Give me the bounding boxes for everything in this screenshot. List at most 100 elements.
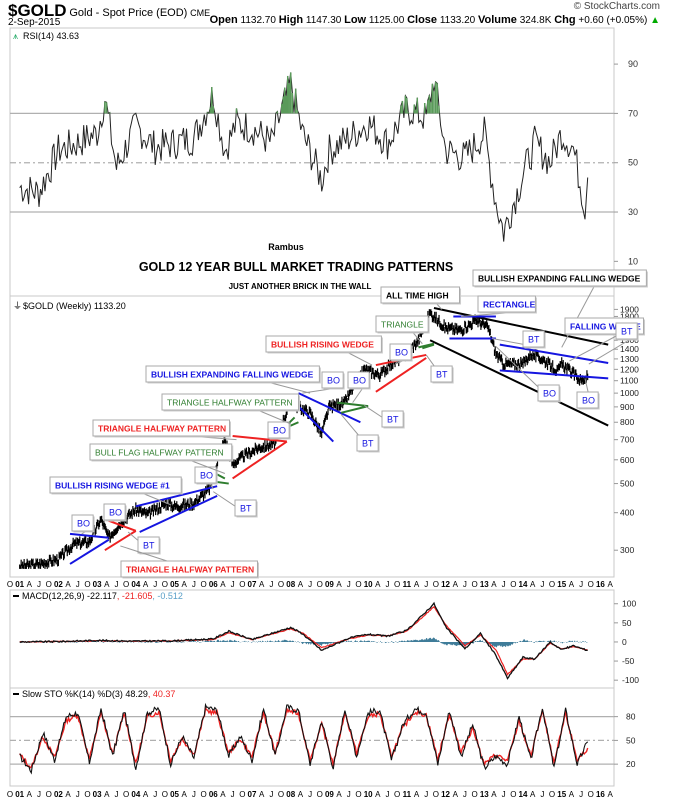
x-tick-label: J [308, 790, 312, 799]
callout-box [381, 410, 404, 428]
callout-bt: BT [363, 405, 405, 429]
trendline-green [340, 405, 369, 414]
x-tick-label: J [114, 580, 118, 589]
rsi-legend-text: RSI(14) 43.63 [23, 31, 79, 41]
price-ytick-label: 1000 [620, 388, 639, 398]
x-tick-label: J [308, 580, 312, 589]
x-tick-label: 08 [286, 790, 295, 799]
rsi-ytick-label: 30 [628, 207, 638, 217]
callout-rectangle: RECTANGLE [461, 295, 537, 317]
trendline-black [433, 307, 609, 346]
x-tick-label: J [424, 790, 428, 799]
callout-triangle-halfway-pattern: TRIANGLE HALFWAY PATTERN [120, 545, 259, 579]
x-tick-label: O [433, 580, 439, 589]
callout-label: BT [362, 439, 374, 449]
x-tick-label: O [123, 580, 129, 589]
callout-label: BT [240, 504, 252, 514]
callout-pointer [189, 459, 226, 474]
author-label: Rambus [268, 242, 304, 252]
x-tick-label: O [7, 790, 13, 799]
x-tick-label: O [200, 790, 206, 799]
x-tick-label: O [394, 790, 400, 799]
callout-label: RECTANGLE [483, 300, 536, 310]
callout-label: BULL FLAG HALFWAY PATTERN [95, 448, 224, 458]
x-tick-label: O [239, 580, 245, 589]
callout-bo: BO [576, 378, 600, 410]
x-tick-label: A [569, 790, 575, 799]
x-tick-label: J [76, 790, 80, 799]
trendline-blue [69, 538, 110, 565]
rsi-legend: ⩚ RSI(14) 43.63 [13, 31, 79, 41]
callout-box [522, 330, 545, 348]
callout-box [234, 499, 257, 517]
x-tick-label: O [471, 580, 477, 589]
x-tick-label: A [414, 580, 420, 589]
callout-label: BT [621, 327, 633, 337]
x-tick-label: O [317, 580, 323, 589]
callout-bo: BO [495, 346, 561, 403]
x-tick-label: O [123, 790, 129, 799]
high-value: 1147.30 [305, 15, 342, 26]
sto-legend-text: Slow STO %K(14) %D(3) 48.29, 40.37 [22, 689, 175, 699]
callout-box [389, 343, 412, 361]
callout-bullish-expanding-falling-wedge: BULLISH EXPANDING FALLING WEDGE [145, 365, 321, 394]
x-tick-label: A [298, 790, 304, 799]
trendline-green [418, 342, 435, 349]
x-tick-label: A [453, 790, 459, 799]
x-axis-labels: OO0101AAJJOO0202AAJJOO0303AAJJOO0404AAJJ… [7, 580, 614, 799]
chg-label: Chg [554, 14, 576, 26]
x-tick-label: O [588, 790, 594, 799]
callout-box [49, 476, 182, 494]
trendline-blue [135, 485, 218, 508]
callout-box [430, 365, 453, 383]
x-tick-label: J [347, 580, 351, 589]
callout-box [120, 560, 258, 578]
callout-bo: BO [347, 371, 371, 403]
x-tick-label: O [433, 790, 439, 799]
x-tick-label: A [375, 580, 381, 589]
x-tick-label: A [607, 790, 613, 799]
sto-ytick-label: 50 [626, 735, 636, 745]
x-tick-label: O [510, 790, 516, 799]
sto-legend-value: , 40.37 [148, 689, 176, 699]
callout-label: BULLISH RISING WEDGE #1 [55, 481, 170, 491]
macd-ytick-label: -100 [622, 675, 639, 685]
price-ytick-label: 500 [620, 479, 634, 489]
x-tick-label: A [220, 790, 226, 799]
callout-box [145, 365, 320, 383]
x-tick-label: 01 [15, 790, 24, 799]
trendline-green [337, 401, 369, 408]
price-ytick-label: 1100 [620, 376, 639, 386]
price-ytick-label: 1900 [620, 304, 639, 314]
x-tick-label: A [336, 580, 342, 589]
ticker-description: Gold - Spot Price (EOD) [69, 7, 188, 19]
chg-value: +0.60 (+0.05%) [578, 15, 648, 26]
x-tick-label: 06 [209, 580, 218, 589]
x-tick-label: A [491, 580, 497, 589]
pattern-annotations: BO BO BT TRIANGLE HALFWAY PATTERN BULLISH RI… [49, 269, 648, 579]
callout-box [194, 466, 217, 484]
up-arrow-icon: ▲ [650, 15, 660, 26]
x-tick-label: O [46, 580, 52, 589]
x-tick-label: O [355, 580, 361, 589]
x-tick-label: O [317, 790, 323, 799]
x-tick-label: 07 [248, 790, 257, 799]
x-tick-label: J [153, 580, 157, 589]
callout-pointer [412, 331, 423, 345]
x-tick-label: J [386, 790, 390, 799]
callout-bt: BT [588, 322, 639, 365]
x-tick-label: 10 [364, 790, 373, 799]
callout-label: TRIANGLE HALFWAY PATTERN [167, 398, 293, 408]
x-tick-label: J [579, 580, 583, 589]
x-tick-label: J [37, 580, 41, 589]
x-tick-label: J [463, 580, 467, 589]
x-tick-label: A [259, 790, 265, 799]
x-tick-label: A [530, 580, 536, 589]
callout-bt: BT [340, 414, 380, 453]
rsi-line [19, 72, 589, 242]
x-tick-label: J [192, 790, 196, 799]
callout-box [347, 371, 370, 389]
trendline-blue [139, 494, 218, 533]
x-tick-label: A [414, 790, 420, 799]
